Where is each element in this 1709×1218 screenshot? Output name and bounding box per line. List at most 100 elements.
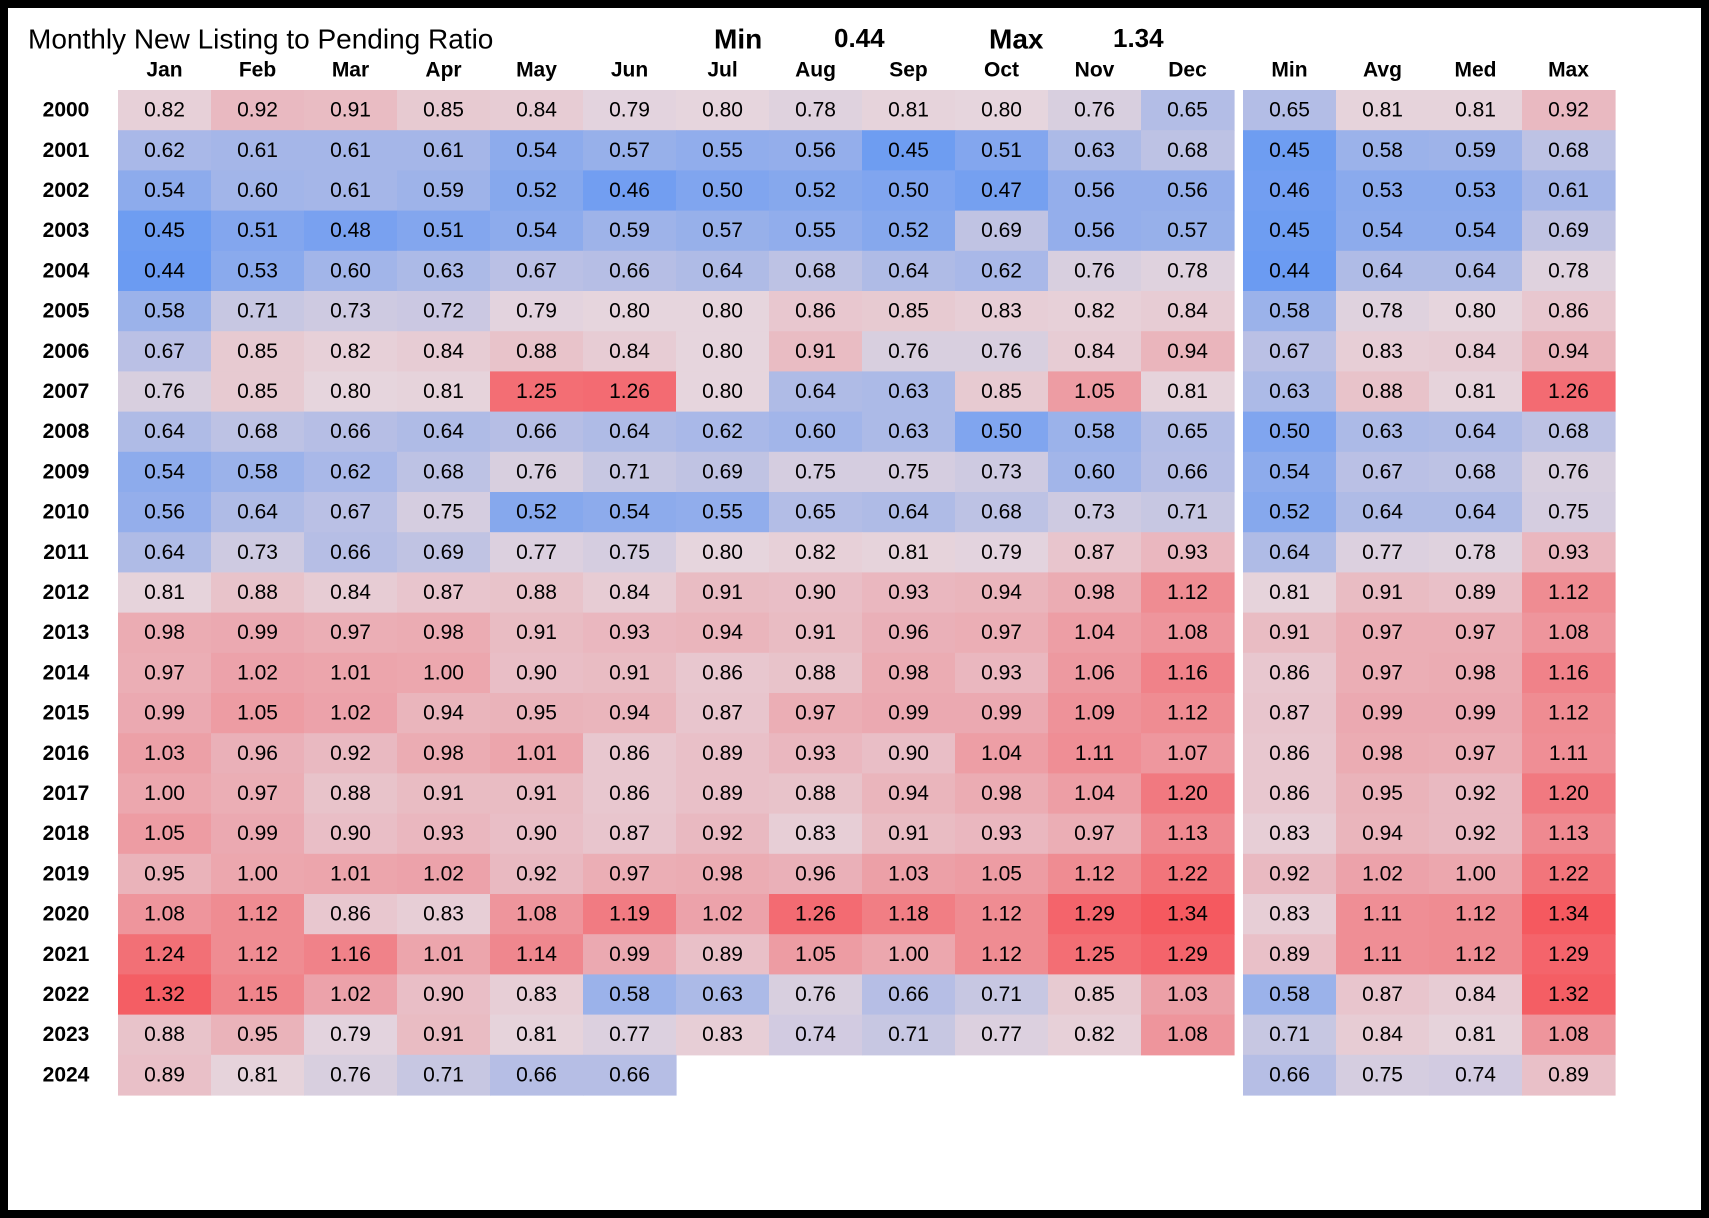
heatmap-cell [211,773,305,815]
heatmap-cell [118,371,212,413]
cell-value-label: 1.02 [330,702,371,725]
summary-value-label: 1.12 [1548,581,1589,604]
cell-value-label: 1.34 [1167,903,1208,926]
cell-value-label: 0.95 [237,1023,278,1046]
summary-value-label: 0.68 [1548,139,1589,162]
cell-value-label: 1.05 [1074,380,1115,403]
chart-title: Monthly New Listing to Pending Ratio [28,24,493,55]
heatmap-cell [1141,331,1235,372]
cell-value-label: 0.81 [888,99,929,122]
heatmap-cell [490,612,584,654]
cell-value-label: 1.16 [1167,661,1208,684]
heatmap-cell [397,250,491,292]
cell-value-label: 0.76 [888,340,929,363]
summary-value-label: 1.16 [1548,661,1589,684]
cell-value-label: 0.45 [888,139,929,162]
heatmap-cell [583,411,677,453]
cell-value-label: 0.88 [516,581,557,604]
summary-cell [1243,693,1337,734]
cell-value-label: 0.97 [981,621,1022,644]
cell-value-label: 0.67 [516,259,557,282]
heatmap-cell [397,90,491,131]
summary-cell [1429,130,1523,171]
cell-value-label: 0.91 [423,1023,464,1046]
heatmap-cell [862,612,956,654]
year-label: 2004 [43,259,90,282]
heatmap-cell [955,693,1049,734]
cell-value-label: 0.88 [330,782,371,805]
cell-value-label: 1.22 [1167,862,1208,885]
month-cells: 0.82 0.92 0.91 0.85 0.84 0.79 0.80 0.78 0.81 0.80… [118,90,1235,1096]
summary-value-label: 0.71 [1269,1023,1310,1046]
summary-value-label: 0.86 [1269,742,1310,765]
heatmap-cell [769,250,863,292]
heatmap-cell [304,130,398,171]
summary-value-label: 0.54 [1362,219,1403,242]
heatmap-cell [583,934,677,975]
cell-value-label: 0.67 [330,501,371,524]
heatmap-cell [211,612,305,654]
summary-cell [1243,894,1337,935]
heatmap-cell [490,170,584,212]
max-value: 1.34 [1113,23,1164,53]
summary-cell [1243,492,1337,533]
summary-value-label: 1.22 [1548,862,1589,885]
heatmap-cell [397,693,491,734]
cell-value-label: 0.52 [888,219,929,242]
cell-value-label: 0.56 [1167,179,1208,202]
col-header-jan: Jan [146,59,182,82]
heatmap-cell [118,773,212,815]
year-label: 2002 [43,179,90,202]
cell-value-label: 0.61 [423,139,464,162]
heatmap-cell [397,1054,491,1096]
cell-value-label: 1.12 [1167,702,1208,725]
cell-value-label: 0.75 [795,460,836,483]
heatmap-cell [1141,693,1235,734]
cell-value-label: 0.54 [516,139,557,162]
year-label: 2005 [43,300,90,323]
summary-cell [1522,894,1616,935]
cell-value-label: 0.97 [237,782,278,805]
cell-value-label: 0.84 [609,340,650,363]
heatmap-cell [769,773,863,815]
heatmap-cell [1141,733,1235,774]
heatmap-cell [304,492,398,533]
cell-value-label: 0.69 [423,541,464,564]
summary-value-label: 1.32 [1548,983,1589,1006]
summary-cell [1336,210,1430,252]
summary-value-label: 0.86 [1548,300,1589,323]
cell-value-label: 0.65 [1167,420,1208,443]
heatmap-cell [676,693,770,734]
cell-value-label: 1.05 [981,862,1022,885]
heatmap-cell [490,934,584,975]
summary-value-label: 0.81 [1362,99,1403,122]
summary-value-label: 1.02 [1362,862,1403,885]
heatmap-cell [304,974,398,1016]
heatmap-cell [211,492,305,533]
heatmap-cell [583,1054,677,1096]
heatmap-cell [1048,572,1142,614]
cell-value-label: 0.63 [1074,139,1115,162]
cell-value-label: 1.08 [144,903,185,926]
heatmap-cell [304,451,398,493]
heatmap-cell [769,411,863,453]
heatmap-cell [769,451,863,493]
heatmap-cell [304,733,398,774]
summary-cell [1336,773,1430,815]
summary-value-label: 0.98 [1362,742,1403,765]
summary-cell [1243,813,1337,855]
cell-value-label: 0.93 [795,742,836,765]
summary-cell [1522,853,1616,895]
summary-value-label: 0.81 [1455,1023,1496,1046]
cell-value-label: 1.05 [237,702,278,725]
col-header-dec: Dec [1168,59,1207,82]
cell-value-label: 0.82 [795,541,836,564]
heatmap-cell [118,572,212,614]
cell-value-label: 0.58 [1074,420,1115,443]
summary-cell [1522,210,1616,252]
cell-value-label: 0.75 [888,460,929,483]
summary-value-label: 0.44 [1269,259,1310,282]
cell-value-label: 0.72 [423,300,464,323]
summary-value-label: 0.64 [1455,259,1496,282]
summary-cell [1522,1054,1616,1096]
